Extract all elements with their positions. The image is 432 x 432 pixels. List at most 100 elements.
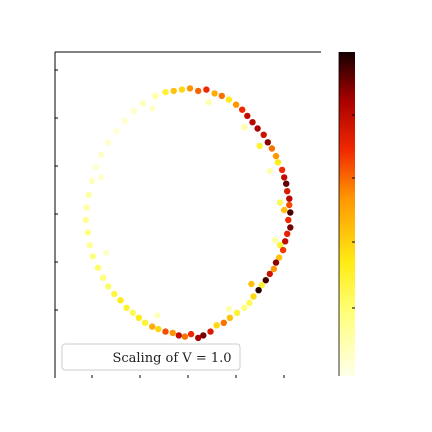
scatter-point (284, 230, 291, 237)
scatter-point (155, 325, 162, 333)
scatter-point (129, 309, 136, 316)
scatter-point (270, 265, 278, 273)
scatter-point (97, 174, 105, 181)
scatter-point (220, 319, 227, 326)
scatter-points (82, 85, 294, 342)
scatter-point (281, 206, 288, 214)
scatter-point (239, 106, 246, 113)
legend-box (61, 343, 241, 371)
scatter-point (264, 139, 271, 146)
scatter-point (187, 330, 195, 338)
scatter-point (246, 299, 253, 306)
scatter-point (97, 151, 105, 158)
scatter-point (211, 90, 218, 97)
scatter-point (152, 92, 159, 100)
legend-label: Scaling of V = 1.0 (112, 351, 231, 366)
scatter-point (249, 119, 256, 126)
scatter-point (254, 125, 261, 132)
scatter-point (218, 92, 225, 100)
scatter-point (232, 101, 240, 108)
scatter-point (225, 96, 233, 103)
axes-frame (54, 51, 321, 378)
scatter-point (274, 159, 282, 166)
scatter-point (175, 332, 182, 339)
scatter-point (84, 229, 91, 236)
scatter-point (287, 209, 294, 216)
scatter-point (181, 333, 189, 340)
scatter-point (92, 164, 100, 171)
scatter-point (94, 264, 102, 271)
scatter-point (256, 142, 263, 150)
legend: Scaling of V = 1.0 (61, 343, 241, 371)
scatter-point (272, 259, 280, 266)
scatter-point (162, 88, 169, 96)
scatter-point (170, 87, 177, 95)
scatter-point (195, 334, 202, 342)
scatter-point (139, 100, 147, 107)
scatter-point (130, 107, 137, 115)
scatter-point (275, 254, 283, 261)
scatter-point (200, 332, 207, 339)
scatter-point (186, 85, 194, 92)
scatter-point (169, 329, 176, 337)
scatter-point (113, 127, 120, 135)
scatter-point (99, 274, 107, 281)
scatter-point (205, 99, 212, 106)
scatter-point (266, 270, 273, 278)
scatter-point (85, 191, 93, 199)
scatter-point (258, 282, 265, 289)
scatter-point (203, 86, 210, 93)
scatter-point (244, 112, 251, 120)
scatter-point (86, 241, 94, 249)
scatter-point (285, 216, 292, 224)
scatter-point (284, 188, 291, 195)
scatter-point (279, 246, 287, 254)
scatter-point (260, 131, 267, 138)
scatter-point (272, 152, 280, 160)
scatter-point (266, 167, 273, 175)
scatter-point (195, 87, 202, 95)
scatter-point (89, 253, 97, 260)
colorbar (338, 52, 355, 376)
scatter-point (278, 166, 286, 174)
scatter-point (283, 180, 290, 187)
scatter-point (103, 249, 110, 256)
scatter-point (154, 312, 161, 319)
scatter-point (226, 314, 234, 321)
scatter-point (117, 297, 124, 304)
scatter-point (207, 328, 214, 335)
scatter-point (178, 86, 186, 93)
scatter-point (121, 117, 128, 125)
scatter-point (241, 304, 248, 311)
scatter-point (241, 124, 248, 131)
scatter-point (276, 199, 284, 206)
scatter-point (271, 236, 279, 244)
scatter-point (276, 241, 284, 249)
scatter-point (281, 174, 288, 181)
colorbar-gradient (339, 52, 355, 376)
scatter-point (255, 287, 262, 294)
scatter-point (268, 145, 276, 152)
scatter-point (105, 139, 112, 146)
scatter-point (105, 283, 112, 290)
scatter-point (111, 290, 118, 298)
scatter-point (83, 204, 90, 211)
scatter-point (141, 319, 149, 326)
scatter-point (286, 201, 293, 209)
scatter-point (82, 216, 89, 224)
scatter-point (287, 224, 294, 231)
scatter-point (282, 238, 289, 245)
scatter-point (123, 304, 130, 311)
scatter-point (149, 105, 156, 112)
scatter-point (213, 322, 220, 329)
scatter-point (88, 177, 96, 185)
scatter-point (162, 328, 169, 335)
scatter-point (262, 277, 269, 284)
scatter-point (286, 195, 293, 202)
scatter-point (250, 293, 257, 300)
scatter-point (248, 280, 255, 288)
scatter-point (135, 314, 143, 321)
scatter-point (233, 309, 241, 316)
scatter-point (149, 323, 156, 330)
